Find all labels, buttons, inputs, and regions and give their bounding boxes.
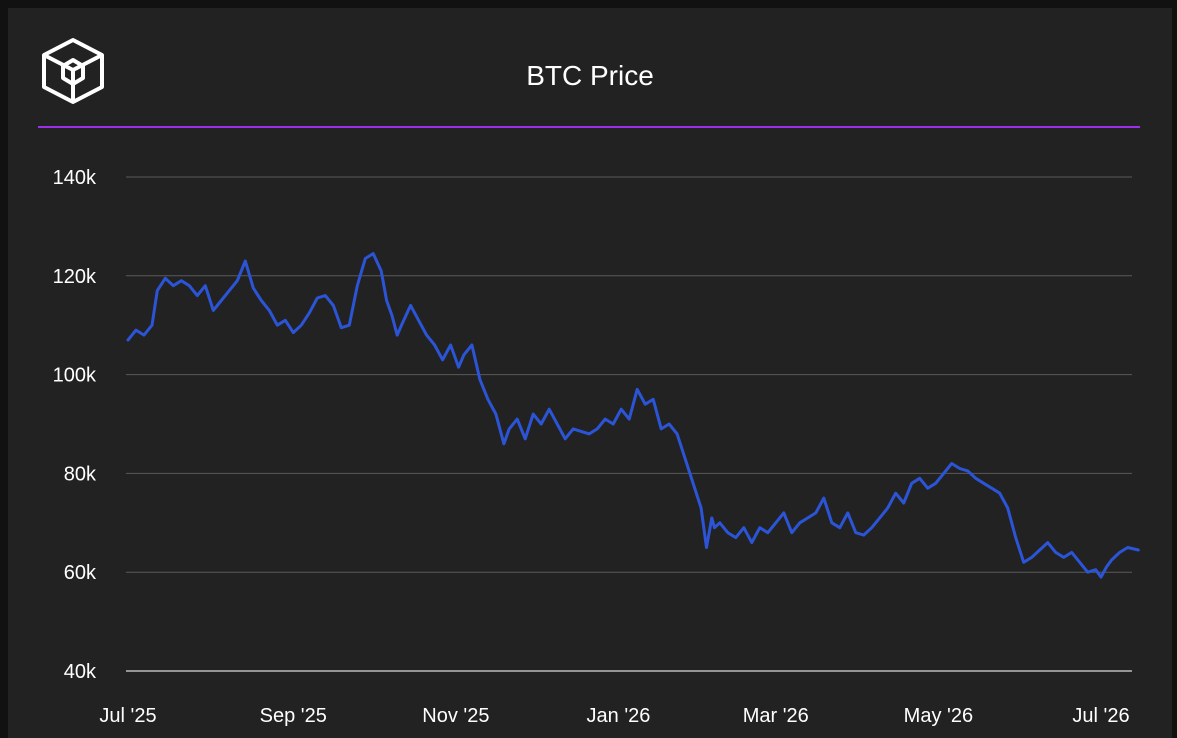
y-tick-label: 140k (53, 167, 97, 189)
x-tick-label: Jul '25 (99, 705, 156, 727)
x-tick-label: Mar '26 (743, 705, 809, 727)
title-divider (38, 126, 1140, 128)
chart-card: BTC Price (8, 8, 1172, 738)
x-tick-label: May '26 (904, 705, 973, 727)
chart-title: BTC Price (526, 60, 654, 91)
series-line (126, 252, 1140, 579)
x-tick-label: Nov '25 (422, 705, 489, 727)
cube-logo-icon (42, 38, 104, 104)
y-tick-label: 120k (53, 266, 97, 288)
y-tick-label: 100k (53, 365, 97, 387)
x-tick-label: Jan '26 (587, 705, 651, 727)
y-tick-label: 60k (64, 562, 97, 584)
x-tick-label: Sep '25 (260, 705, 327, 727)
x-tick-label: Jul '26 (1072, 705, 1129, 727)
y-tick-label: 40k (64, 661, 97, 683)
y-tick-label: 80k (64, 463, 97, 485)
